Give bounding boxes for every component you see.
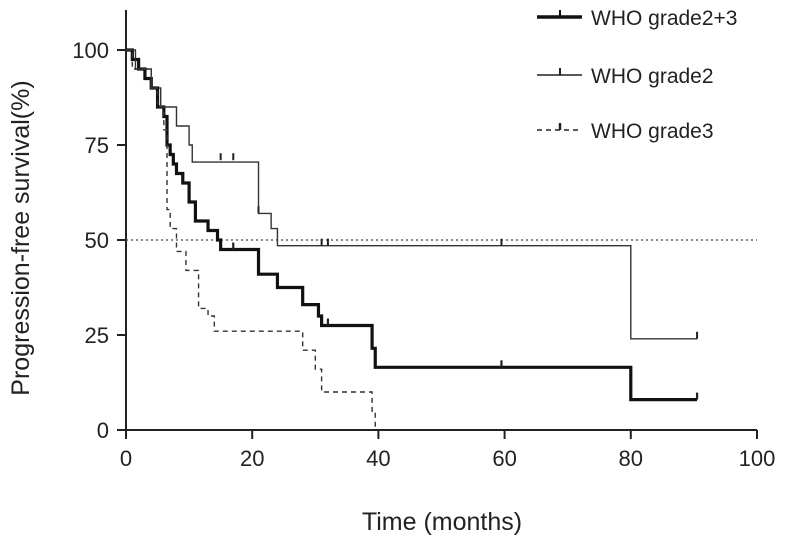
curve-who-grade2-3	[126, 48, 698, 402]
x-tick-label-60: 60	[492, 446, 516, 471]
legend-item-grade2-3: WHO grade2+3	[537, 7, 738, 30]
x-tick-label-100: 100	[739, 446, 776, 471]
y-ticks: 0 25 50 75 100	[72, 38, 126, 443]
y-tick-label-25: 25	[85, 323, 109, 348]
x-tick-label-80: 80	[619, 446, 643, 471]
x-ticks: 0 20 40 60 80 100	[120, 430, 775, 471]
survival-curves	[126, 48, 699, 430]
y-tick-label-0: 0	[97, 418, 109, 443]
y-tick-label-50: 50	[85, 228, 109, 253]
y-tick-label-75: 75	[85, 133, 109, 158]
x-tick-label-20: 20	[240, 446, 264, 471]
y-axis-title: Progression-free survival(%)	[7, 80, 35, 395]
legend-item-grade3: WHO grade3	[537, 120, 714, 143]
legend-label-grade2-3: WHO grade2+3	[591, 7, 738, 30]
x-tick-label-40: 40	[366, 446, 390, 471]
curve-who-grade2	[126, 49, 698, 340]
y-tick-label-100: 100	[72, 38, 109, 63]
curve-who-grade3	[126, 49, 376, 430]
x-axis-title: Time (months)	[362, 508, 522, 536]
x-tick-label-0: 0	[120, 446, 132, 471]
legend-item-grade2: WHO grade2	[537, 65, 714, 88]
legend-label-grade2: WHO grade2	[591, 65, 714, 88]
legend-label-grade3: WHO grade3	[591, 120, 714, 143]
axes: 0 20 40 60 80 100 0 25 50 75 100	[72, 10, 775, 471]
legend: WHO grade2+3 WHO grade2 WHO grade3	[537, 7, 738, 143]
